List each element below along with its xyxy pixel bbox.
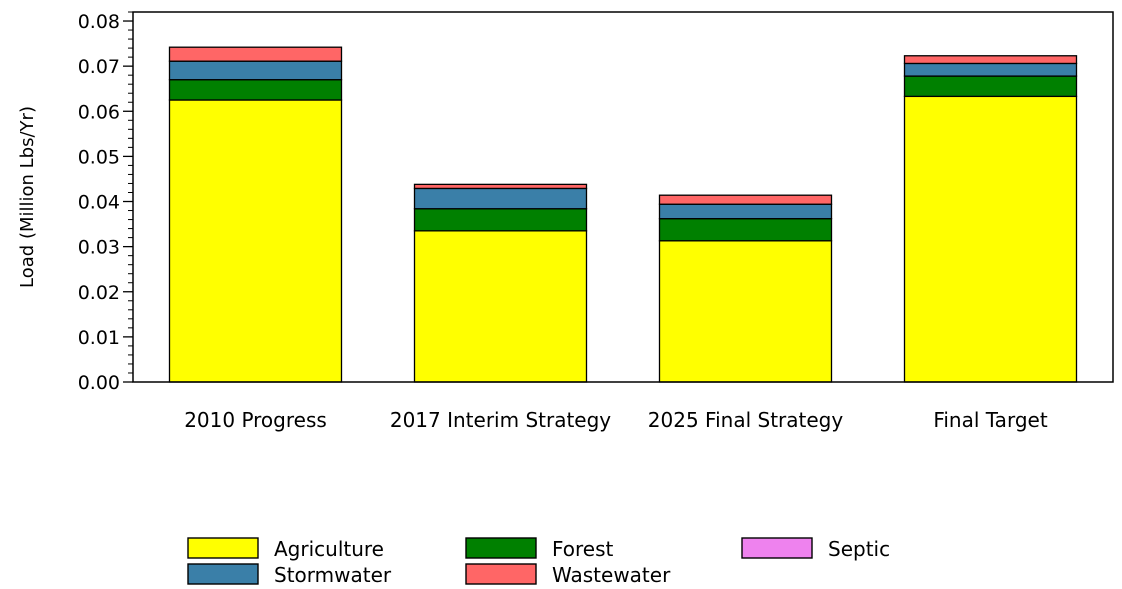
legend-swatch-wastewater xyxy=(465,563,537,585)
x-tick-label-2: 2017 Interim Strategy xyxy=(390,408,611,432)
axes: 2010 Progress 2017 Interim Strategy 2025 F… xyxy=(78,11,1114,432)
y-tick-label-4: 0.03 xyxy=(78,237,120,259)
plot-frame xyxy=(132,11,1114,383)
legend-label-septic: Septic xyxy=(828,537,890,561)
bar-segment-wastewater-2 xyxy=(413,183,588,190)
legend-swatch-stormwater xyxy=(187,563,259,585)
x-tick-label-1: 2010 Progress xyxy=(184,408,327,432)
bar-segment-agriculture-2 xyxy=(413,230,588,383)
bar-segment-stormwater-3 xyxy=(658,203,833,220)
y-tick-label-5: 0.04 xyxy=(78,192,120,214)
legend-label-wastewater: Wastewater xyxy=(552,563,671,587)
bar-segment-forest-1 xyxy=(168,79,343,101)
legend-label-agriculture: Agriculture xyxy=(274,537,384,561)
bar-segment-stormwater-2 xyxy=(413,187,588,210)
x-tick-label-4: Final Target xyxy=(933,408,1047,432)
x-tick-label-3: 2025 Final Strategy xyxy=(648,408,844,432)
bar-segment-stormwater-1 xyxy=(168,60,343,81)
bar-segment-wastewater-4 xyxy=(903,55,1078,65)
bar-segment-forest-4 xyxy=(903,75,1078,98)
bar-segment-wastewater-3 xyxy=(658,194,833,205)
plot-area xyxy=(168,46,1078,383)
bar-segment-agriculture-3 xyxy=(658,240,833,383)
bar-segment-stormwater-4 xyxy=(903,62,1078,77)
bar-segment-wastewater-1 xyxy=(168,46,343,62)
y-tick-label-6: 0.05 xyxy=(78,146,120,168)
legend-label-forest: Forest xyxy=(552,537,614,561)
legend: Agriculture Forest Septic Stormwater Wastewa… xyxy=(187,537,890,587)
y-tick-label-2: 0.01 xyxy=(78,327,120,349)
y-tick-label-9: 0.08 xyxy=(78,11,120,33)
bar-segment-agriculture-4 xyxy=(903,95,1078,383)
y-tick-label-1: 0.00 xyxy=(78,372,120,394)
bar-segment-agriculture-1 xyxy=(168,99,343,383)
y-axis-title: Load (Million Lbs/Yr) xyxy=(17,106,38,288)
legend-label-stormwater: Stormwater xyxy=(274,563,392,587)
bar-segment-forest-3 xyxy=(658,218,833,242)
legend-swatch-agriculture xyxy=(187,537,259,559)
y-tick-label-8: 0.07 xyxy=(78,56,120,78)
legend-swatch-forest xyxy=(465,537,537,559)
y-tick-label-3: 0.02 xyxy=(78,282,120,304)
legend-swatch-septic xyxy=(741,537,813,559)
y-tick-label-7: 0.06 xyxy=(78,101,120,123)
bar-segment-forest-2 xyxy=(413,208,588,232)
